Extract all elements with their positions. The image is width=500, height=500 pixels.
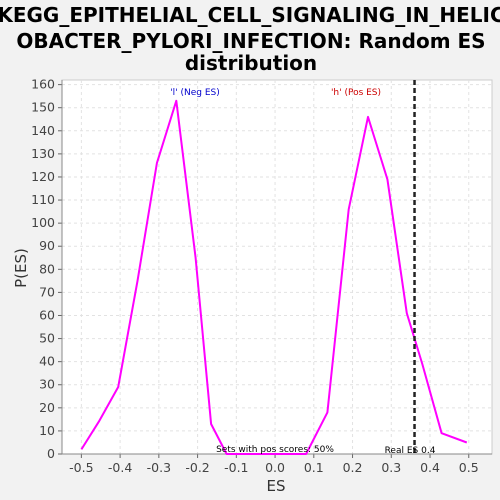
x-tick-label: -0.5: [69, 460, 93, 475]
x-tick-label: 0.2: [343, 460, 363, 475]
y-tick-label: 30: [39, 377, 55, 392]
x-tick-label: -0.1: [224, 460, 248, 475]
y-tick-label: 120: [31, 169, 55, 184]
y-tick-label: 50: [39, 331, 55, 346]
sets-pos-scores-label: Sets with pos scores: 50%: [216, 445, 334, 455]
y-tick-label: 150: [31, 100, 55, 115]
x-tick-label: 0.5: [459, 460, 479, 475]
x-tick-label: -0.4: [108, 460, 132, 475]
x-tick-label: 0.0: [265, 460, 285, 475]
y-tick-label: 80: [39, 261, 55, 276]
y-tick-label: 40: [39, 354, 55, 369]
y-tick-label: 130: [31, 146, 55, 161]
y-tick-label: 160: [31, 77, 55, 92]
y-tick-label: 90: [39, 238, 55, 253]
y-tick-label: 20: [39, 400, 55, 415]
y-tick-label: 100: [31, 215, 55, 230]
pos-es-label: 'h' (Pos ES): [331, 88, 381, 98]
plot-area: [62, 80, 492, 454]
y-tick-label: 70: [39, 284, 55, 299]
chart-title-line-2: OBACTER_PYLORI_INFECTION: Random ES: [16, 29, 485, 53]
y-tick-label: 140: [31, 123, 55, 138]
x-tick-label: 0.4: [420, 460, 440, 475]
x-tick-label: 0.3: [381, 460, 401, 475]
neg-es-label: 'l' (Neg ES): [170, 88, 220, 98]
y-tick-label: 10: [39, 423, 55, 438]
y-axis-label: P(ES): [12, 248, 30, 288]
x-tick-label: 0.1: [304, 460, 324, 475]
x-tick-label: -0.2: [185, 460, 209, 475]
real-es-label: Real ES 0.4: [385, 446, 436, 456]
y-tick-label: 110: [31, 192, 55, 207]
x-axis-label: ES: [267, 477, 286, 495]
y-tick-label: 60: [39, 307, 55, 322]
x-tick-label: -0.3: [147, 460, 171, 475]
chart-title-line-3: distribution: [185, 51, 317, 75]
y-tick-label: 0: [47, 446, 55, 461]
chart-title-line-1: KEGG_EPITHELIAL_CELL_SIGNALING_IN_HELIC: [0, 3, 500, 27]
